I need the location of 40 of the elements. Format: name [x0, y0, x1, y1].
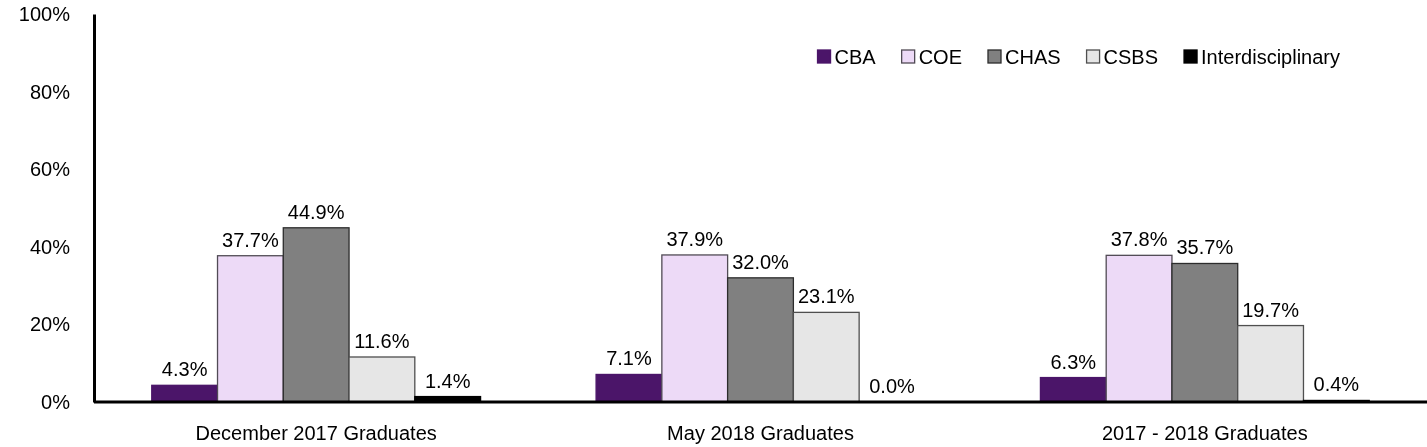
- data-label: 37.7%: [222, 228, 279, 251]
- y-tick-label: 40%: [29, 235, 71, 258]
- legend-label: CBA: [834, 46, 877, 68]
- bar: [792, 311, 860, 403]
- bar: [216, 255, 284, 403]
- y-tick-label: 0%: [41, 390, 71, 413]
- x-tick-label: May 2018 Graduates: [667, 422, 854, 444]
- bar: [1171, 262, 1239, 403]
- bar: [661, 254, 729, 403]
- legend-label: CSBS: [1103, 46, 1159, 68]
- data-label: 35.7%: [1176, 236, 1234, 259]
- bar: [282, 227, 350, 403]
- data-label: 0.4%: [1313, 373, 1360, 396]
- x-tick-label: December 2017 Graduates: [195, 422, 437, 444]
- data-label: 7.1%: [606, 347, 652, 370]
- legend-label: Interdisciplinary: [1201, 46, 1340, 68]
- bar: [1105, 254, 1173, 403]
- y-tick-label: 60%: [29, 158, 71, 181]
- legend-label: COE: [918, 46, 962, 68]
- data-label: 44.9%: [287, 200, 345, 223]
- data-label: 19.7%: [1242, 298, 1300, 321]
- data-label: 6.3%: [1050, 350, 1097, 373]
- legend-label: CHAS: [1005, 46, 1061, 68]
- data-label: 0.0%: [869, 375, 916, 397]
- bar: [1237, 324, 1305, 403]
- data-label: 23.1%: [797, 285, 855, 308]
- y-tick-label: 80%: [29, 80, 71, 103]
- bar: [348, 356, 416, 403]
- x-tick-label: 2017 - 2018 Graduates: [1101, 422, 1308, 444]
- y-tick-label: 100%: [18, 2, 71, 25]
- bar: [595, 373, 663, 403]
- data-label: 37.8%: [1110, 228, 1168, 251]
- y-tick-label: 20%: [29, 313, 71, 336]
- data-label: 1.4%: [424, 369, 471, 392]
- data-label: 37.9%: [666, 227, 724, 250]
- data-label: 11.6%: [354, 329, 410, 352]
- data-label: 32.0%: [732, 250, 790, 273]
- bar: [726, 277, 795, 403]
- data-label: 4.3%: [161, 358, 208, 381]
- bar: [1039, 376, 1107, 403]
